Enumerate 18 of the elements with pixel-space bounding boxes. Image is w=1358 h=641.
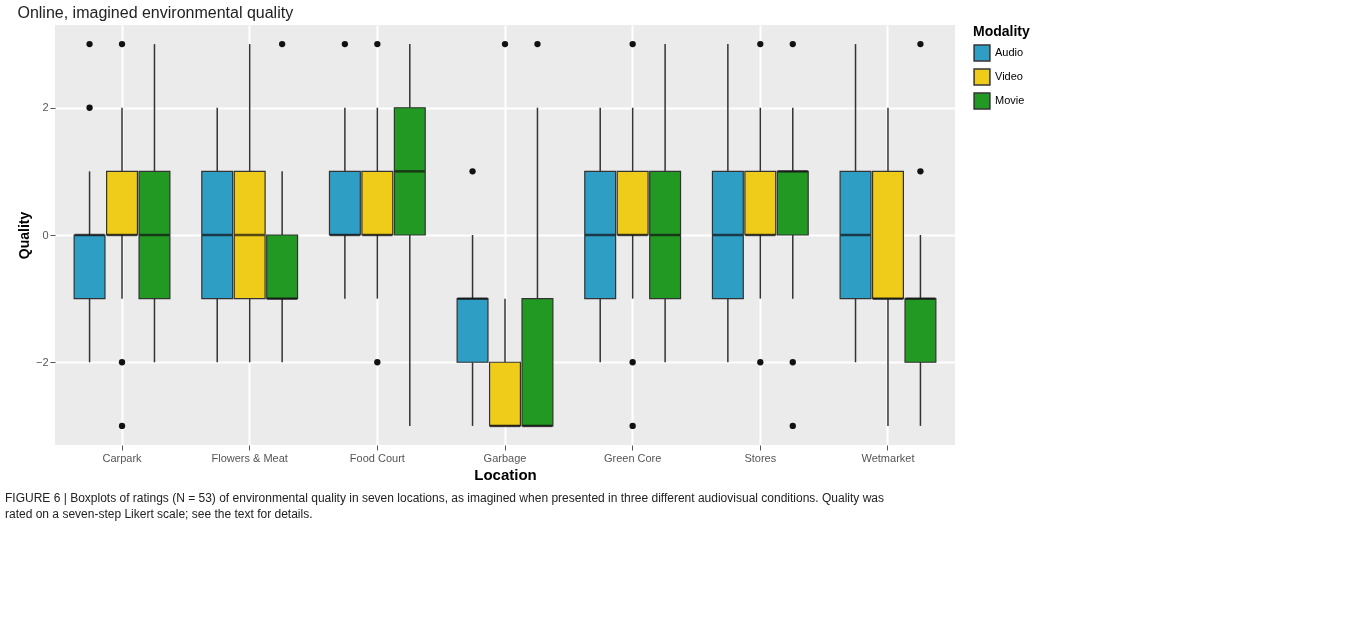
y-axis-title: Quality xyxy=(15,211,32,260)
x-tick-label: Green Core xyxy=(603,451,662,464)
y-tick-label: −2 xyxy=(35,355,49,368)
y-tick-label: 2 xyxy=(42,101,49,114)
legend-title: Modality xyxy=(973,23,1030,39)
x-tick-label: Stores xyxy=(744,451,777,464)
x-tick-label: Flowers & Meat xyxy=(211,451,288,464)
x-tick-label: Garbage xyxy=(483,451,527,464)
legend-label: Video xyxy=(995,70,1023,82)
legend-label: Movie xyxy=(995,94,1025,106)
caption: FIGURE 6 | Boxplots of ratings (N = 53) of environmental quality in seven locations, as imagined when presented in three different audiovisual conditions. Quality was rated on a seven-step Likert scale; see the text for details. xyxy=(5,491,885,521)
x-tick-label: Wetmarket xyxy=(861,451,915,464)
chart-title: Online, imagined environmental quality xyxy=(17,4,294,21)
x-tick-label: Food Court xyxy=(349,451,405,464)
legend-label: Audio xyxy=(995,46,1024,58)
x-axis-title: Location xyxy=(474,465,537,483)
y-tick-label: 0 xyxy=(42,228,49,241)
x-tick-label: Carpark xyxy=(102,451,143,464)
